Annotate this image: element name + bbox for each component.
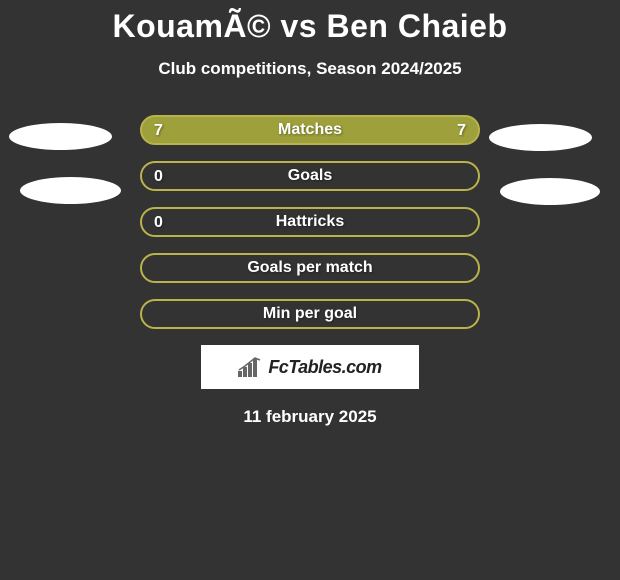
decoration-ellipse (20, 177, 121, 204)
comparison-infographic: KouamÃ© vs Ben Chaieb Club competitions,… (0, 0, 620, 580)
stat-row: Hattricks0 (0, 207, 620, 237)
decoration-ellipse (489, 124, 592, 151)
stat-pill: Goals0 (140, 161, 480, 191)
stat-pill: Hattricks0 (140, 207, 480, 237)
decoration-ellipse (9, 123, 112, 150)
stat-row: Min per goal (0, 299, 620, 329)
stat-value-left: 0 (154, 168, 163, 186)
stat-label: Min per goal (142, 305, 478, 323)
stat-value-right: 7 (457, 122, 466, 140)
stat-pill: Matches7 7 (140, 115, 480, 145)
stat-label: Hattricks (142, 213, 478, 231)
stat-value-left: 0 (154, 214, 163, 232)
stat-pill: Goals per match (140, 253, 480, 283)
logo: FcTables.com (238, 357, 381, 378)
bars-icon (238, 357, 262, 377)
logo-text: FcTables.com (268, 357, 381, 378)
stat-row: Goals per match (0, 253, 620, 283)
stat-label: Matches (142, 121, 478, 139)
stat-pill: Min per goal (140, 299, 480, 329)
page-title: KouamÃ© vs Ben Chaieb (0, 0, 620, 45)
stat-label: Goals (142, 167, 478, 185)
logo-box: FcTables.com (201, 345, 419, 389)
stat-value-left: 7 (154, 122, 163, 140)
subtitle: Club competitions, Season 2024/2025 (0, 59, 620, 79)
stat-label: Goals per match (142, 259, 478, 277)
decoration-ellipse (500, 178, 600, 205)
date-label: 11 february 2025 (0, 407, 620, 427)
